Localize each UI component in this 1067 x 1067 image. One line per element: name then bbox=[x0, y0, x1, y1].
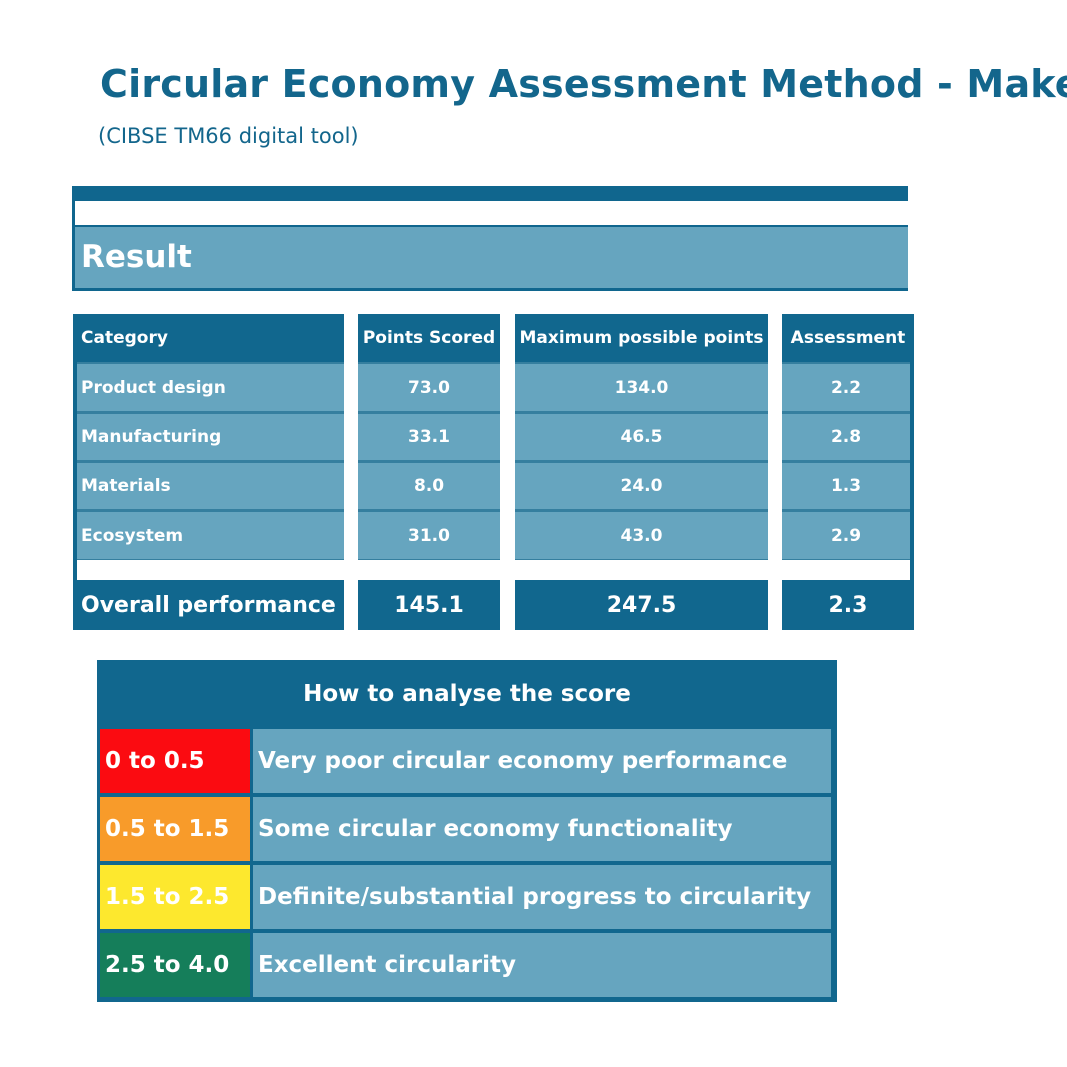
legend-range-progress: 1.5 to 2.5 bbox=[100, 865, 250, 929]
page-title: Circular Economy Assessment Method - Mak… bbox=[100, 62, 1067, 106]
column-header-assessment: Assessment bbox=[782, 314, 914, 362]
legend-desc-progress: Definite/substantial progress to circula… bbox=[253, 865, 831, 929]
table-row-points: 73.0 bbox=[358, 362, 500, 412]
result-label: Result bbox=[81, 239, 192, 275]
score-legend: How to analyse the score 0 to 0.5 Very p… bbox=[97, 660, 837, 1002]
legend-desc-very-poor: Very poor circular economy performance bbox=[253, 729, 831, 793]
spacer-right-edge bbox=[910, 560, 914, 580]
table-row-points: 31.0 bbox=[358, 510, 500, 560]
column-header-points-scored: Points Scored bbox=[358, 314, 500, 362]
table-row-assessment: 2.9 bbox=[782, 510, 910, 560]
table-row-assessment: 2.2 bbox=[782, 362, 910, 412]
column-header-max-points: Maximum possible points bbox=[515, 314, 768, 362]
results-table: Category Points Scored Maximum possible … bbox=[73, 314, 914, 630]
result-banner: Result bbox=[72, 225, 908, 291]
table-row-max: 43.0 bbox=[515, 510, 768, 560]
legend-range-very-poor: 0 to 0.5 bbox=[100, 729, 250, 793]
legend-range-some: 0.5 to 1.5 bbox=[100, 797, 250, 861]
top-divider-bar bbox=[72, 186, 908, 201]
table-row-max: 134.0 bbox=[515, 362, 768, 412]
table-row-category: Manufacturing bbox=[77, 412, 344, 461]
table-row-assessment: 1.3 bbox=[782, 461, 910, 510]
table-row-category: Ecosystem bbox=[77, 510, 344, 560]
table-row-assessment: 2.8 bbox=[782, 412, 910, 461]
table-row-max: 46.5 bbox=[515, 412, 768, 461]
column-header-category: Category bbox=[73, 314, 344, 362]
table-row-max: 24.0 bbox=[515, 461, 768, 510]
legend-desc-some: Some circular economy functionality bbox=[253, 797, 831, 861]
table-row-category: Materials bbox=[77, 461, 344, 510]
legend-desc-excellent: Excellent circularity bbox=[253, 933, 831, 997]
table-right-edge bbox=[910, 362, 914, 560]
top-gap bbox=[72, 201, 908, 225]
overall-label: Overall performance bbox=[73, 580, 344, 630]
spacer-left-edge bbox=[73, 560, 77, 580]
legend-range-excellent: 2.5 to 4.0 bbox=[100, 933, 250, 997]
table-left-edge bbox=[73, 362, 77, 560]
table-row-points: 8.0 bbox=[358, 461, 500, 510]
page-subtitle: (CIBSE TM66 digital tool) bbox=[98, 124, 359, 148]
legend-title: How to analyse the score bbox=[303, 681, 631, 707]
table-row-points: 33.1 bbox=[358, 412, 500, 461]
overall-max: 247.5 bbox=[515, 580, 768, 630]
overall-points: 145.1 bbox=[358, 580, 500, 630]
table-row-category: Product design bbox=[77, 362, 344, 412]
overall-assessment: 2.3 bbox=[782, 580, 914, 630]
